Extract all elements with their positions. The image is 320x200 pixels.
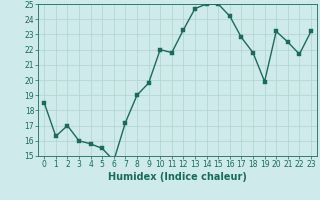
X-axis label: Humidex (Indice chaleur): Humidex (Indice chaleur) (108, 172, 247, 182)
